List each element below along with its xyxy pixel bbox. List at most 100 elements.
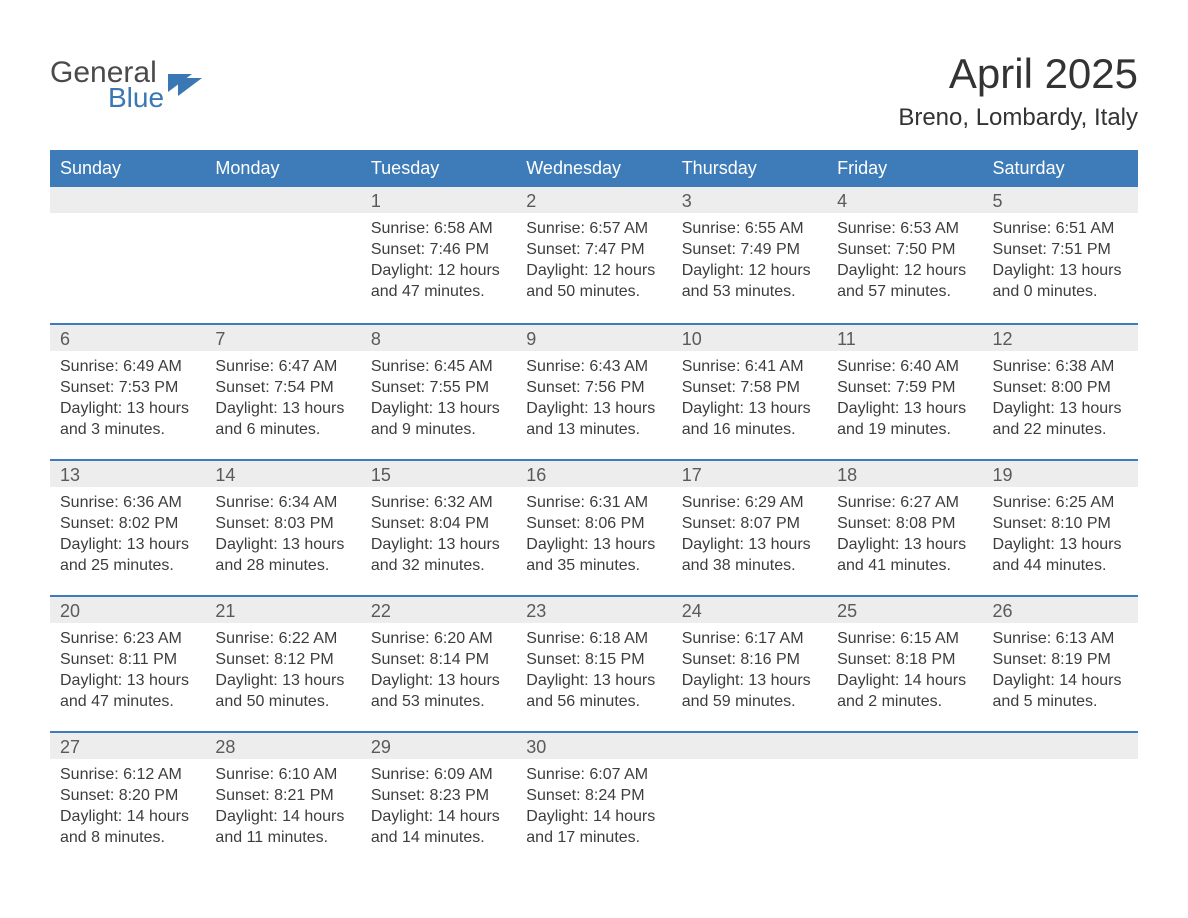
day-sunrise: Sunrise: 6:43 AM (526, 357, 661, 377)
day-sunrise: Sunrise: 6:36 AM (60, 493, 195, 513)
day-cell: 12Sunrise: 6:38 AMSunset: 8:00 PMDayligh… (983, 325, 1138, 459)
day-cell: 4Sunrise: 6:53 AMSunset: 7:50 PMDaylight… (827, 187, 982, 323)
day-number-bar: 9 (516, 325, 671, 351)
day-sunrise: Sunrise: 6:09 AM (371, 765, 506, 785)
day-sunrise: Sunrise: 6:32 AM (371, 493, 506, 513)
day-content: Sunrise: 6:15 AMSunset: 8:18 PMDaylight:… (827, 623, 982, 729)
day-number-bar (827, 733, 982, 759)
day-content: Sunrise: 6:23 AMSunset: 8:11 PMDaylight:… (50, 623, 205, 729)
day-number-bar: 11 (827, 325, 982, 351)
day-daylight1: Daylight: 13 hours (526, 671, 661, 691)
day-number: 7 (215, 329, 225, 349)
day-cell: 15 Sunrise: 6:32 AMSunset: 8:04 PMDayligh… (361, 461, 516, 595)
day-daylight1: Daylight: 13 hours (60, 671, 195, 691)
day-number: 6 (60, 329, 70, 349)
day-sunrise: Sunrise: 6:34 AM (215, 493, 350, 513)
day-daylight1: Daylight: 12 hours (682, 261, 817, 281)
page-header: April 2025 Breno, Lombardy, Italy (50, 50, 1138, 132)
day-content: Sunrise: 6:43 AMSunset: 7:56 PMDaylight:… (516, 351, 671, 457)
day-cell: 21Sunrise: 6:22 AMSunset: 8:12 PMDayligh… (205, 597, 360, 731)
day-sunset: Sunset: 7:51 PM (993, 240, 1128, 260)
day-number-bar: 23 (516, 597, 671, 623)
day-content: Sunrise: 6:09 AMSunset: 8:23 PMDaylight:… (361, 759, 516, 865)
day-number-bar: 6 (50, 325, 205, 351)
day-number-bar: 2 (516, 187, 671, 213)
day-daylight2: and 56 minutes. (526, 692, 661, 712)
calendar-grid: SundayMondayTuesdayWednesdayThursdayFrid… (50, 150, 1138, 867)
day-sunrise: Sunrise: 6:25 AM (993, 493, 1128, 513)
day-cell: 1Sunrise: 6:58 AMSunset: 7:46 PMDaylight… (361, 187, 516, 323)
day-daylight1: Daylight: 13 hours (371, 535, 506, 555)
day-number: 1 (371, 191, 381, 211)
day-sunrise: Sunrise: 6:57 AM (526, 219, 661, 239)
day-sunset: Sunset: 7:56 PM (526, 378, 661, 398)
day-content: Sunrise: 6:57 AMSunset: 7:47 PMDaylight:… (516, 213, 671, 319)
day-number: 10 (682, 329, 702, 349)
day-daylight2: and 44 minutes. (993, 556, 1128, 576)
day-sunrise: Sunrise: 6:58 AM (371, 219, 506, 239)
day-sunset: Sunset: 8:03 PM (215, 514, 350, 534)
day-sunset: Sunset: 7:49 PM (682, 240, 817, 260)
day-sunrise: Sunrise: 6:38 AM (993, 357, 1128, 377)
day-number: 20 (60, 601, 80, 621)
day-number-bar: 20 (50, 597, 205, 623)
day-content: Sunrise: 6:17 AMSunset: 8:16 PMDaylight:… (672, 623, 827, 729)
day-number: 15 (371, 465, 391, 485)
logo-text-blue: Blue (108, 84, 164, 112)
day-daylight1: Daylight: 13 hours (837, 399, 972, 419)
day-number-bar (50, 187, 205, 213)
day-sunrise: Sunrise: 6:45 AM (371, 357, 506, 377)
day-number-bar: 19 (983, 461, 1138, 487)
weekday-header: Thursday (672, 150, 827, 187)
day-sunrise: Sunrise: 6:15 AM (837, 629, 972, 649)
day-number-bar: 29 (361, 733, 516, 759)
day-cell: 10Sunrise: 6:41 AMSunset: 7:58 PMDayligh… (672, 325, 827, 459)
day-daylight1: Daylight: 13 hours (371, 399, 506, 419)
day-daylight2: and 50 minutes. (215, 692, 350, 712)
day-content (827, 759, 982, 781)
day-sunset: Sunset: 8:12 PM (215, 650, 350, 670)
day-daylight2: and 59 minutes. (682, 692, 817, 712)
day-cell (205, 187, 360, 323)
day-daylight1: Daylight: 12 hours (371, 261, 506, 281)
day-number: 14 (215, 465, 235, 485)
day-daylight2: and 35 minutes. (526, 556, 661, 576)
day-daylight2: and 9 minutes. (371, 420, 506, 440)
day-sunset: Sunset: 8:00 PM (993, 378, 1128, 398)
day-number-bar: 27 (50, 733, 205, 759)
week-row: 13Sunrise: 6:36 AMSunset: 8:02 PMDayligh… (50, 459, 1138, 595)
day-cell: 17Sunrise: 6:29 AMSunset: 8:07 PMDayligh… (672, 461, 827, 595)
day-cell: 7Sunrise: 6:47 AMSunset: 7:54 PMDaylight… (205, 325, 360, 459)
day-cell: 6Sunrise: 6:49 AMSunset: 7:53 PMDaylight… (50, 325, 205, 459)
day-sunrise: Sunrise: 6:27 AM (837, 493, 972, 513)
day-content: Sunrise: 6:18 AMSunset: 8:15 PMDaylight:… (516, 623, 671, 729)
day-sunset: Sunset: 8:04 PM (371, 514, 506, 534)
day-content (983, 759, 1138, 781)
day-cell (672, 733, 827, 867)
day-number: 9 (526, 329, 536, 349)
day-sunrise: Sunrise: 6:53 AM (837, 219, 972, 239)
day-number: 4 (837, 191, 847, 211)
day-number: 2 (526, 191, 536, 211)
day-number: 18 (837, 465, 857, 485)
day-number-bar: 17 (672, 461, 827, 487)
day-sunrise: Sunrise: 6:10 AM (215, 765, 350, 785)
page-subtitle: Breno, Lombardy, Italy (50, 104, 1138, 132)
day-content (672, 759, 827, 781)
day-number: 29 (371, 737, 391, 757)
day-sunset: Sunset: 7:47 PM (526, 240, 661, 260)
day-cell: 24Sunrise: 6:17 AMSunset: 8:16 PMDayligh… (672, 597, 827, 731)
day-content: Sunrise: 6:55 AMSunset: 7:49 PMDaylight:… (672, 213, 827, 319)
day-content: Sunrise: 6:10 AMSunset: 8:21 PMDaylight:… (205, 759, 360, 865)
day-daylight1: Daylight: 13 hours (682, 399, 817, 419)
day-number-bar: 18 (827, 461, 982, 487)
day-cell (827, 733, 982, 867)
day-sunset: Sunset: 8:15 PM (526, 650, 661, 670)
day-daylight1: Daylight: 13 hours (60, 535, 195, 555)
day-daylight1: Daylight: 14 hours (371, 807, 506, 827)
day-number: 24 (682, 601, 702, 621)
day-sunrise: Sunrise: 6:18 AM (526, 629, 661, 649)
day-sunrise: Sunrise: 6:13 AM (993, 629, 1128, 649)
day-number: 23 (526, 601, 546, 621)
day-daylight2: and 8 minutes. (60, 828, 195, 848)
